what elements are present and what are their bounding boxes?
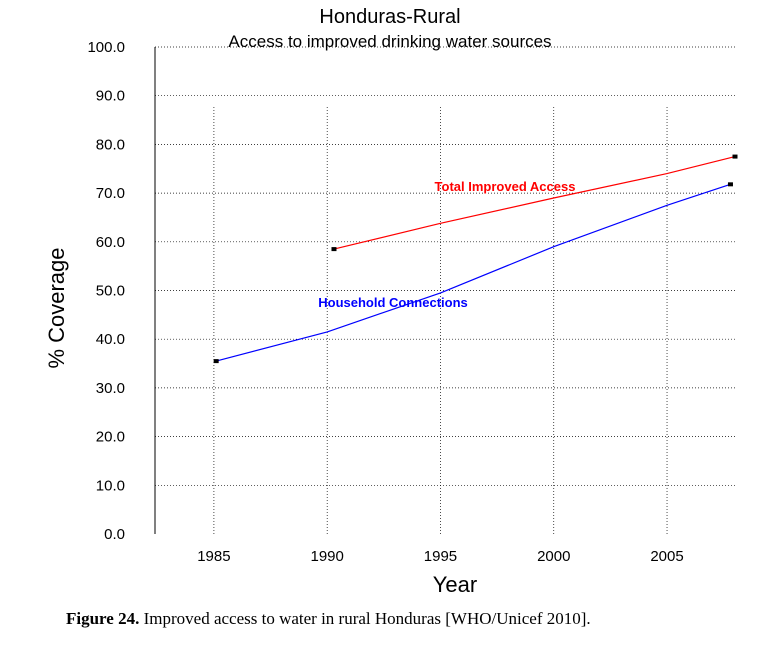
y-tick-label: 40.0 [96, 331, 125, 348]
y-tick-label: 100.0 [87, 39, 125, 56]
data-point-marker [213, 359, 219, 364]
data-point-marker [727, 182, 733, 187]
figure-caption: Figure 24. Improved access to water in r… [66, 609, 591, 629]
x-tick-label: 1990 [311, 548, 344, 565]
y-tick-labels: 0.0 10.0 20.0 30.0 40.0 50.0 60.0 70.0 80.0 90.0 1… [87, 39, 125, 543]
chart-subtitle: Access to improved drinking water source… [228, 32, 551, 51]
x-axis-label: Year [433, 572, 477, 597]
y-tick-label: 80.0 [96, 136, 125, 153]
y-tick-label: 30.0 [96, 380, 125, 397]
grid [155, 46, 735, 534]
series-line-household-connections [216, 183, 731, 362]
series-label-household-connections: Household Connections [318, 295, 468, 310]
x-tick-label: 1985 [197, 548, 230, 565]
y-tick-label: 50.0 [96, 283, 125, 300]
x-tick-label: 2000 [537, 548, 570, 565]
series-label-total-improved-access: Total Improved Access [435, 179, 576, 194]
data-point-marker [732, 154, 738, 159]
series-group [213, 154, 738, 364]
y-tick-label: 10.0 [96, 477, 125, 494]
x-tick-labels: 1985 1990 1995 2000 2005 [197, 548, 684, 565]
y-tick-label: 60.0 [96, 234, 125, 251]
line-chart: Honduras-Rural Access to improved drinki… [44, 6, 738, 597]
y-tick-label: 0.0 [104, 526, 125, 543]
figure-caption-text: Improved access to water in rural Hondur… [143, 609, 591, 628]
x-tick-label: 1995 [424, 548, 457, 565]
y-tick-label: 20.0 [96, 429, 125, 446]
y-tick-label: 70.0 [96, 185, 125, 202]
y-tick-label: 90.0 [96, 88, 125, 105]
x-tick-label: 2005 [650, 548, 683, 565]
chart-title: Honduras-Rural [319, 6, 460, 28]
series-line-total-improved-access [333, 156, 736, 250]
figure-caption-label: Figure 24. [66, 609, 140, 628]
data-point-marker [331, 247, 337, 252]
y-axis-label: % Coverage [44, 247, 69, 368]
